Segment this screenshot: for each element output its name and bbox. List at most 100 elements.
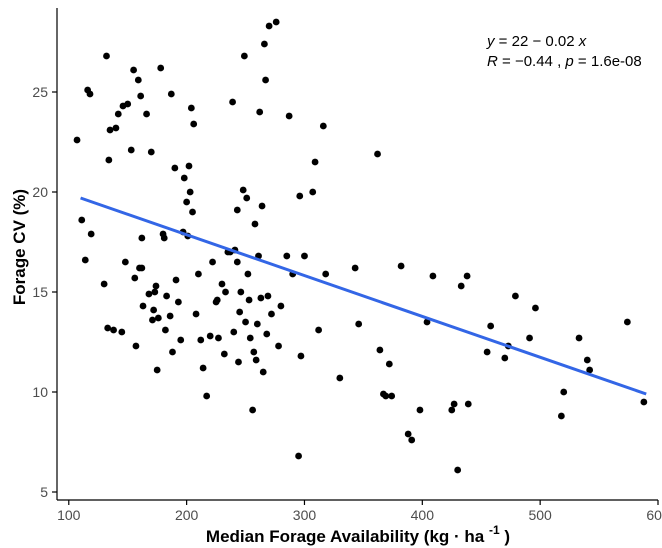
- stats-p-value: = 1.6e-08: [578, 53, 642, 70]
- data-point: [127, 146, 135, 154]
- data-point: [239, 186, 247, 194]
- data-point: [265, 22, 273, 30]
- x-tick-label: 100: [57, 507, 81, 523]
- data-point: [185, 162, 193, 170]
- data-point: [262, 76, 269, 84]
- equation-x: x: [578, 33, 587, 50]
- data-point: [121, 258, 129, 266]
- data-point: [297, 352, 305, 360]
- data-point: [172, 276, 180, 284]
- data-point: [397, 262, 405, 270]
- data-point: [251, 220, 259, 228]
- data-point: [137, 92, 145, 100]
- x-tick-label: 600: [646, 507, 662, 523]
- data-point: [87, 230, 95, 238]
- data-point: [154, 314, 162, 322]
- data-point: [256, 108, 264, 116]
- data-point: [404, 430, 412, 438]
- data-point: [385, 360, 393, 368]
- data-point: [114, 110, 122, 118]
- data-point: [315, 326, 323, 334]
- data-point: [501, 354, 509, 362]
- data-point: [166, 312, 174, 320]
- x-axis-title-suffix: ): [504, 527, 510, 546]
- data-point: [233, 206, 241, 214]
- data-point: [268, 310, 275, 318]
- data-point: [464, 400, 472, 408]
- data-point: [203, 392, 211, 400]
- data-point: [199, 364, 207, 372]
- data-point: [183, 198, 191, 206]
- data-point: [174, 298, 182, 306]
- data-point: [104, 324, 112, 332]
- data-point: [150, 306, 158, 314]
- data-point: [163, 292, 170, 300]
- data-point: [118, 328, 126, 336]
- data-point: [263, 330, 271, 338]
- data-point: [450, 400, 458, 408]
- data-point: [78, 216, 86, 224]
- points-layer: [73, 18, 648, 474]
- data-point: [376, 346, 384, 354]
- data-point: [623, 318, 631, 326]
- data-point: [557, 412, 565, 420]
- data-point: [242, 318, 249, 326]
- regression-line: [80, 196, 647, 396]
- data-point: [157, 64, 165, 72]
- data-point: [295, 452, 302, 460]
- data-point: [322, 270, 330, 278]
- data-point: [112, 124, 120, 132]
- y-axis-title: Forage CV (%): [10, 189, 29, 305]
- y-tick-label: 20: [32, 184, 48, 200]
- data-point: [311, 158, 319, 166]
- regression-equation: y = 22 − 0.02 x: [486, 33, 587, 50]
- data-point: [301, 252, 308, 260]
- data-point: [532, 304, 539, 312]
- y-axis: 5 10 15 20 25: [32, 84, 57, 500]
- data-point: [139, 302, 147, 310]
- data-point: [131, 274, 139, 282]
- data-point: [640, 398, 648, 406]
- data-point: [187, 104, 195, 112]
- x-axis-title: Median Forage Availability (kg · ha -1 ): [206, 519, 510, 546]
- data-point: [215, 334, 222, 342]
- data-point: [86, 90, 94, 98]
- data-point: [209, 258, 216, 266]
- data-point: [243, 194, 251, 202]
- data-point: [264, 292, 272, 300]
- data-point: [106, 126, 114, 134]
- x-tick-label: 400: [411, 507, 435, 523]
- data-point: [448, 406, 456, 414]
- data-point: [103, 52, 110, 60]
- data-point: [259, 368, 267, 376]
- equation-y: y: [486, 33, 496, 50]
- data-point: [560, 388, 568, 396]
- data-point: [153, 366, 161, 374]
- data-point: [177, 336, 185, 344]
- data-point: [190, 120, 198, 128]
- stats-p: p: [564, 53, 573, 70]
- data-point: [197, 336, 205, 344]
- y-tick-label: 10: [32, 384, 48, 400]
- data-point: [252, 356, 260, 364]
- y-tick-label: 5: [40, 484, 48, 500]
- data-point: [151, 288, 159, 296]
- data-point: [167, 90, 175, 98]
- data-point: [189, 208, 196, 216]
- data-point: [230, 328, 238, 336]
- data-point: [250, 348, 258, 356]
- data-point: [110, 326, 117, 334]
- data-point: [586, 366, 594, 374]
- data-point: [134, 76, 142, 84]
- data-point: [222, 288, 229, 296]
- data-point: [220, 350, 228, 358]
- data-point: [336, 374, 344, 382]
- data-point: [218, 280, 226, 288]
- data-point: [388, 392, 396, 400]
- data-point: [454, 466, 462, 474]
- data-point: [261, 40, 268, 48]
- data-point: [245, 296, 253, 304]
- data-point: [130, 66, 137, 74]
- data-point: [213, 296, 221, 304]
- data-point: [132, 342, 140, 350]
